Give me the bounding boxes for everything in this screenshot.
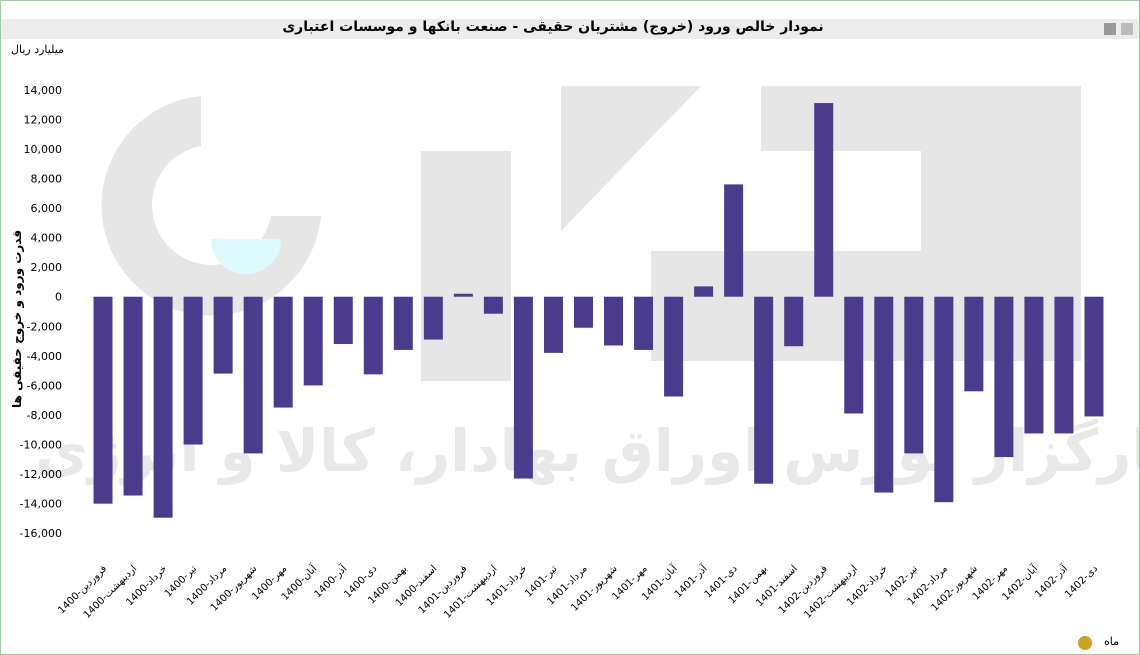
bar	[814, 103, 834, 297]
bar	[183, 296, 203, 445]
y-tick-label: 0	[55, 291, 62, 304]
bar	[604, 296, 624, 346]
y-tick-label: 12,000	[24, 113, 63, 126]
y-tick-label: -16,000	[20, 527, 62, 540]
bar	[664, 296, 684, 397]
bar	[333, 296, 353, 345]
y-tick-label: -14,000	[20, 498, 62, 511]
y-tick-label: 10,000	[24, 143, 63, 156]
y-tick-label: -8,000	[27, 409, 62, 422]
y-tick-label: -10,000	[20, 439, 62, 452]
chart-title: نمودار خالص ورود (خروج) مشتریان حقیقی - …	[282, 19, 823, 35]
bar	[423, 296, 443, 340]
bar	[573, 296, 593, 328]
title-bar	[1, 19, 1139, 39]
bar	[934, 296, 954, 503]
y-tick-label: 6,000	[31, 202, 63, 215]
y-tick-label: 2,000	[31, 261, 63, 274]
bar	[453, 293, 473, 297]
y-axis-label: قدرت ورود و خروج حقیقی ها	[10, 230, 25, 408]
bar	[1024, 296, 1044, 434]
bar	[123, 296, 143, 496]
refresh-icon[interactable]	[1078, 636, 1092, 650]
x-tick-label: 1401-اردیبهشت	[442, 563, 499, 620]
bar	[964, 296, 984, 392]
bar	[93, 296, 113, 504]
x-tick-label: 1402-اردیبهشت	[802, 563, 859, 620]
y-tick-label: -4,000	[27, 350, 62, 363]
bar	[784, 296, 804, 347]
bar	[904, 296, 924, 454]
bar	[513, 296, 533, 479]
bar	[303, 296, 323, 386]
bar	[694, 286, 714, 297]
x-tick-label: 1402-دی	[1063, 563, 1100, 600]
y-tick-label: -6,000	[27, 379, 62, 392]
bar	[1054, 296, 1074, 434]
export-icon[interactable]	[1121, 23, 1133, 35]
bar	[724, 184, 744, 297]
y-tick-label: 14,000	[24, 84, 63, 97]
bar	[844, 296, 864, 414]
bar	[393, 296, 413, 350]
bar	[243, 296, 263, 454]
bar	[153, 296, 173, 518]
bar	[994, 296, 1014, 458]
watermark-text: کارگزار بورس اوراق بهادار، کالا و انرژی	[35, 417, 1139, 486]
bar	[363, 296, 383, 375]
bar	[543, 296, 563, 353]
y-tick-label: 4,000	[31, 232, 63, 245]
bar	[754, 296, 774, 484]
print-icon[interactable]	[1104, 23, 1116, 35]
y-tick-label: 8,000	[31, 172, 63, 185]
bar	[634, 296, 654, 350]
bar	[213, 296, 233, 374]
y-tick-label: -12,000	[20, 468, 62, 481]
x-tick-label: 1400-اردیبهشت	[82, 563, 139, 620]
bar	[874, 296, 894, 493]
unit-label: میلیارد ریال	[11, 43, 64, 56]
y-tick-label: -2,000	[27, 320, 62, 333]
bar	[483, 296, 503, 314]
bar	[273, 296, 293, 408]
x-axis-label: ماه	[1104, 635, 1119, 648]
bar	[1084, 296, 1104, 417]
